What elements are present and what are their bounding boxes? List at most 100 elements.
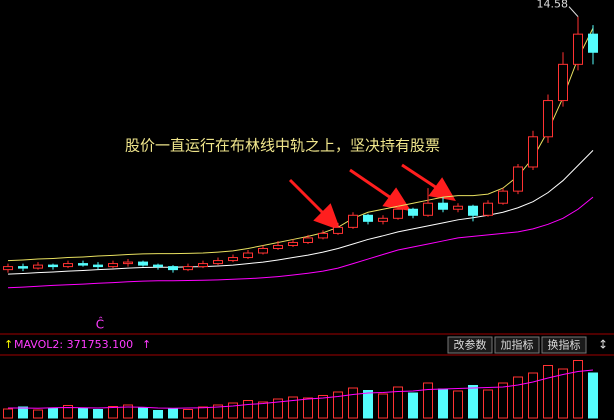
lower-band — [7, 196, 594, 289]
upper-band — [7, 27, 594, 262]
volume-bar — [588, 372, 598, 419]
volume-bar — [138, 407, 148, 419]
candle-body — [378, 217, 388, 222]
button[interactable] — [447, 336, 493, 354]
candle-body — [573, 33, 583, 65]
volume-bar — [3, 408, 13, 419]
button[interactable] — [541, 336, 587, 354]
volume-bar — [18, 406, 28, 419]
toolbar: 改参数 加指标 换指标 ↕ — [447, 336, 608, 354]
candle-body — [138, 261, 148, 266]
volume-bar — [348, 387, 358, 419]
volume-bar — [438, 388, 448, 419]
candle-body — [33, 264, 43, 269]
arrow-up-icon: ↑ — [4, 338, 13, 351]
button-label[interactable]: 加指标 — [501, 338, 534, 352]
candle-body — [48, 264, 58, 268]
candle-body — [273, 244, 283, 249]
candle-body — [243, 252, 253, 259]
candle-body — [258, 247, 268, 254]
candle-body — [438, 202, 448, 210]
volume-bar — [288, 396, 298, 419]
volume-bar — [378, 393, 388, 419]
volume-bar — [333, 391, 343, 419]
candle-body — [423, 202, 433, 216]
volume-bar — [558, 368, 568, 419]
candle-body — [288, 241, 298, 246]
volume-bar — [528, 372, 538, 419]
mavol-label: MAVOL2: 371753.100 — [14, 338, 133, 351]
volume-bar — [363, 390, 373, 419]
volume-bar — [258, 401, 268, 419]
candle-body — [513, 166, 523, 192]
volume-bar — [303, 397, 313, 419]
arrow-head — [313, 203, 341, 231]
candle-body — [3, 266, 13, 271]
candle-body — [63, 263, 73, 268]
candle-body — [468, 205, 478, 216]
volume-bar — [408, 392, 418, 419]
candle-body — [408, 208, 418, 216]
volume-bar — [228, 402, 238, 419]
candle-body — [498, 190, 508, 204]
candle-body — [348, 214, 358, 228]
volume-bar — [123, 404, 133, 419]
arrow-up-icon: ↑ — [142, 338, 151, 351]
volume-bar — [63, 405, 73, 419]
candle-body — [93, 264, 103, 268]
arrow — [288, 178, 328, 218]
volume-bar — [498, 382, 508, 419]
button-label[interactable]: 换指标 — [548, 338, 581, 352]
volume-bar — [483, 389, 493, 419]
volume-bar — [513, 376, 523, 419]
arrow — [349, 168, 395, 202]
volume-bar — [198, 406, 208, 419]
volume-bar — [108, 406, 118, 419]
candle-body — [393, 208, 403, 219]
volume-bar — [48, 407, 58, 419]
candle-body — [183, 266, 193, 271]
volume-bar — [423, 382, 433, 419]
volume-bar — [33, 409, 43, 419]
volume-bar — [183, 409, 193, 419]
candle-body — [543, 100, 553, 138]
volume-bar — [93, 409, 103, 419]
candle-body — [18, 266, 28, 269]
signal-label: Ĉ — [96, 317, 104, 332]
candle-body — [108, 263, 118, 268]
candle-body — [153, 264, 163, 268]
candle-body — [453, 205, 463, 210]
volume-bar — [318, 395, 328, 419]
candle-body — [78, 263, 88, 266]
button[interactable] — [494, 336, 540, 354]
arrow — [401, 163, 441, 192]
arrow-icon[interactable]: ↕ — [598, 338, 608, 352]
volume-bar — [168, 408, 178, 419]
annotation: 股价一直运行在布林线中轨之上，坚决持有股票 — [125, 137, 440, 155]
max-label: 14.58 — [537, 0, 569, 11]
candle-body — [213, 260, 223, 265]
volume-bar — [393, 386, 403, 419]
volume-bar — [573, 360, 583, 419]
volume-bar — [273, 398, 283, 419]
volume-bar — [543, 365, 553, 419]
candle-body — [528, 136, 538, 168]
candle-body — [303, 237, 313, 243]
candle-body — [588, 33, 598, 53]
volume-ma — [8, 369, 594, 409]
volume-bar — [243, 400, 253, 419]
candle-body — [123, 261, 133, 265]
volume-bar — [78, 408, 88, 419]
button-label[interactable]: 改参数 — [454, 338, 487, 352]
volume-bar — [153, 410, 163, 419]
candle-body — [363, 214, 373, 222]
candle-body — [558, 63, 568, 102]
volume-bar — [213, 404, 223, 419]
candle-body — [318, 232, 328, 239]
candle-body — [333, 226, 343, 234]
candle-body — [198, 263, 208, 268]
max-pointer — [568, 6, 579, 17]
